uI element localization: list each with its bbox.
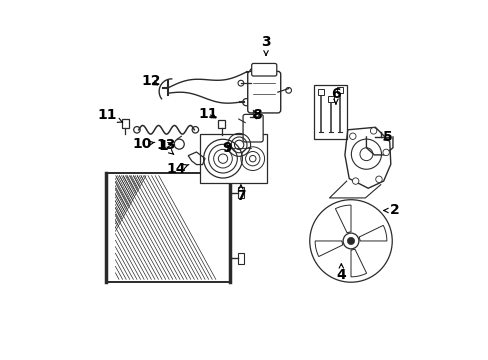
Text: 8: 8 bbox=[252, 108, 262, 122]
Text: 13: 13 bbox=[156, 138, 176, 152]
Text: 11: 11 bbox=[98, 108, 122, 122]
Bar bbox=[122, 119, 129, 128]
Circle shape bbox=[346, 237, 354, 244]
Text: 11: 11 bbox=[198, 107, 217, 121]
Text: 14: 14 bbox=[166, 162, 188, 176]
Text: 6: 6 bbox=[330, 87, 340, 104]
Bar bbox=[327, 96, 333, 102]
FancyBboxPatch shape bbox=[247, 71, 280, 113]
Bar bbox=[336, 87, 343, 93]
Text: 10: 10 bbox=[132, 137, 154, 151]
Text: 4: 4 bbox=[336, 264, 346, 282]
Text: 5: 5 bbox=[382, 130, 392, 144]
Bar bbox=[317, 89, 324, 95]
Circle shape bbox=[375, 176, 382, 183]
Bar bbox=[106, 173, 230, 282]
Bar bbox=[218, 120, 225, 129]
Text: 2: 2 bbox=[383, 203, 399, 217]
Circle shape bbox=[382, 149, 388, 156]
FancyBboxPatch shape bbox=[251, 63, 276, 76]
Text: 12: 12 bbox=[141, 75, 161, 89]
Circle shape bbox=[349, 133, 355, 139]
Text: 3: 3 bbox=[261, 35, 270, 55]
Bar bbox=[199, 134, 266, 183]
Text: 9: 9 bbox=[221, 141, 231, 155]
FancyBboxPatch shape bbox=[243, 114, 263, 142]
Circle shape bbox=[352, 178, 358, 184]
Text: 1: 1 bbox=[159, 139, 173, 154]
Text: 7: 7 bbox=[236, 185, 245, 203]
Circle shape bbox=[369, 128, 376, 134]
Bar bbox=[314, 85, 346, 139]
